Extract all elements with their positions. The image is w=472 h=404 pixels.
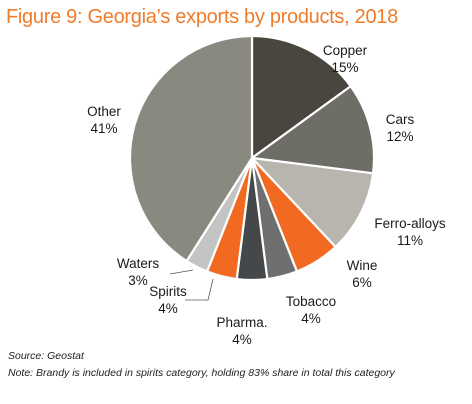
- slice-label-name: Waters: [117, 256, 160, 271]
- slice-label-name: Ferro-alloys: [374, 216, 446, 231]
- slice-label-value: 3%: [128, 273, 148, 288]
- slice-label-value: 11%: [397, 233, 423, 248]
- slice-label-value: 12%: [386, 129, 413, 144]
- pie-slice-copper: [250, 34, 352, 160]
- slice-label: Copper 15%: [323, 43, 368, 75]
- leader-line: [169, 269, 194, 275]
- slice-label: Waters 3%: [117, 256, 160, 288]
- footnote: Note: Brandy is included in spirits cate…: [8, 367, 395, 379]
- slice-label-name: Other: [87, 104, 121, 119]
- slice-label-value: 15%: [331, 60, 358, 75]
- chart-title-text: Georgia’s exports by products, 2018: [87, 6, 399, 28]
- slice-label-name: Tobacco: [286, 294, 336, 309]
- slice-label-value: 41%: [90, 121, 117, 136]
- slice-label-name: Spirits: [149, 284, 187, 299]
- slice-label: Tobacco 4%: [286, 294, 336, 326]
- pie-slice-cars: [250, 85, 376, 175]
- chart-title: Figure 9: Georgia’s exports by products,…: [6, 6, 398, 29]
- slice-label: Cars 12%: [386, 112, 415, 144]
- slice-label: Wine 6%: [347, 258, 378, 290]
- leader-line: [185, 278, 214, 301]
- slice-label: Other 41%: [87, 104, 121, 136]
- slice-label-name: Copper: [323, 43, 368, 58]
- slice-label-value: 6%: [352, 275, 372, 290]
- chart-title-prefix: Figure 9:: [6, 6, 83, 28]
- pie-slice-ferro-alloys: [250, 156, 375, 249]
- slice-label: Ferro-alloys 11%: [374, 216, 446, 248]
- slice-label: Spirits 4%: [149, 284, 187, 316]
- slice-label-value: 4%: [158, 301, 178, 316]
- slice-label-value: 4%: [301, 311, 321, 326]
- slice-label-name: Wine: [347, 258, 378, 273]
- source-note: Source: Geostat: [8, 350, 84, 362]
- pie-slice-other: [128, 34, 254, 263]
- slice-label-name: Cars: [386, 112, 415, 127]
- slice-label: Pharma. 4%: [216, 315, 267, 347]
- slice-label-name: Pharma.: [216, 315, 267, 330]
- slice-label-value: 4%: [232, 332, 252, 347]
